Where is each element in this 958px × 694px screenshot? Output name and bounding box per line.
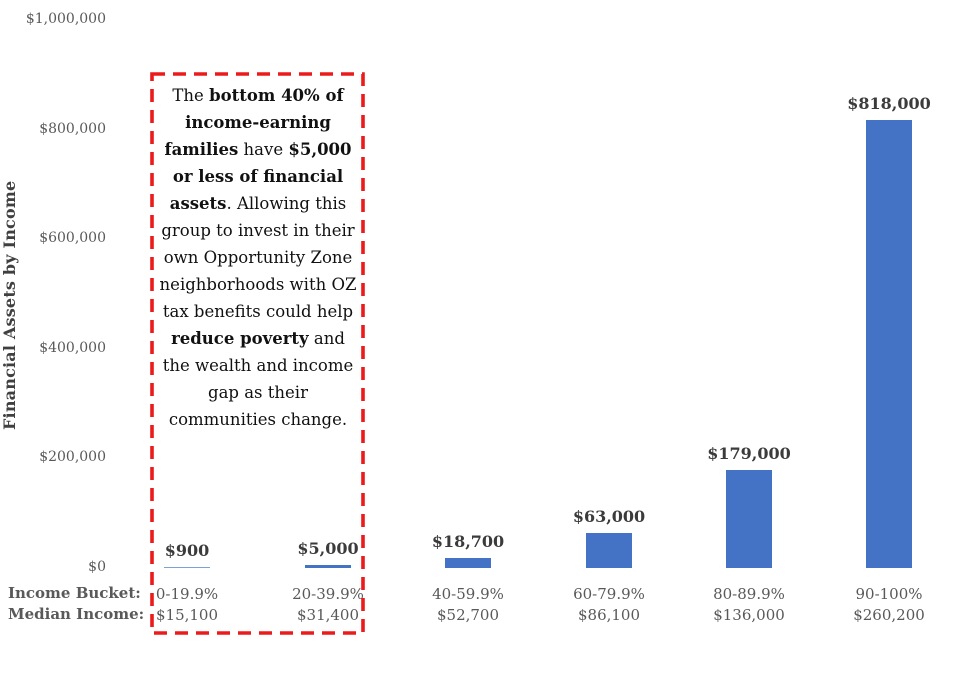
annotation-segment: . Allowing this group to invest in their…	[159, 194, 357, 321]
median-income-label: $52,700	[436, 606, 500, 624]
median-income-label: $15,100	[155, 606, 219, 624]
income-bucket-label: 0-19.9%	[155, 585, 219, 603]
bar-value-label: $63,000	[572, 507, 646, 526]
income-bucket-label: 20-39.9%	[292, 585, 364, 603]
annotation-segment: have	[238, 140, 289, 159]
bar-value-label: $18,700	[431, 532, 505, 551]
annotation-segment: The	[172, 86, 210, 105]
median-income-label: $31,400	[296, 606, 360, 624]
bar-value-label: $818,000	[847, 94, 931, 113]
median-income-label: $86,100	[577, 606, 641, 624]
bar	[305, 565, 351, 568]
bar	[866, 120, 912, 568]
median-income-label: $260,200	[853, 606, 925, 624]
income-bucket-label: 80-89.9%	[713, 585, 785, 603]
bar-value-label: $5,000	[297, 539, 359, 558]
annotation-segment: and the wealth and income gap as their c…	[162, 329, 354, 429]
income-bucket-row-label: Income Bucket:	[8, 584, 141, 602]
bar	[164, 567, 210, 568]
bar-value-label: $179,000	[707, 444, 791, 463]
bar	[726, 470, 772, 568]
y-axis-title: Financial Assets by Income	[0, 180, 19, 430]
y-tick-label: $800,000	[39, 120, 106, 137]
annotation-bold-segment: reduce poverty	[171, 329, 309, 348]
income-bucket-label: 60-79.9%	[573, 585, 645, 603]
annotation-bold-segment: $5,000 or less of financial assets	[169, 140, 352, 213]
y-tick-label: $600,000	[39, 230, 106, 247]
y-tick-label: $200,000	[39, 449, 106, 466]
median-income-label: $136,000	[713, 606, 785, 624]
y-tick-label: $400,000	[39, 339, 106, 356]
y-tick-label: $1,000,000	[25, 11, 106, 27]
income-bucket-label: 90-100%	[855, 585, 923, 603]
income-bucket-label: 40-59.9%	[432, 585, 504, 603]
annotation-text: The bottom 40% of income-earning familie…	[155, 82, 361, 433]
bar	[586, 533, 632, 568]
bar	[445, 558, 491, 568]
bar-value-label: $900	[164, 541, 210, 560]
median-income-row-label: Median Income:	[8, 605, 145, 623]
y-tick-label: $0	[88, 559, 106, 575]
annotation-bold-segment: bottom 40% of income-earning families	[164, 86, 344, 159]
